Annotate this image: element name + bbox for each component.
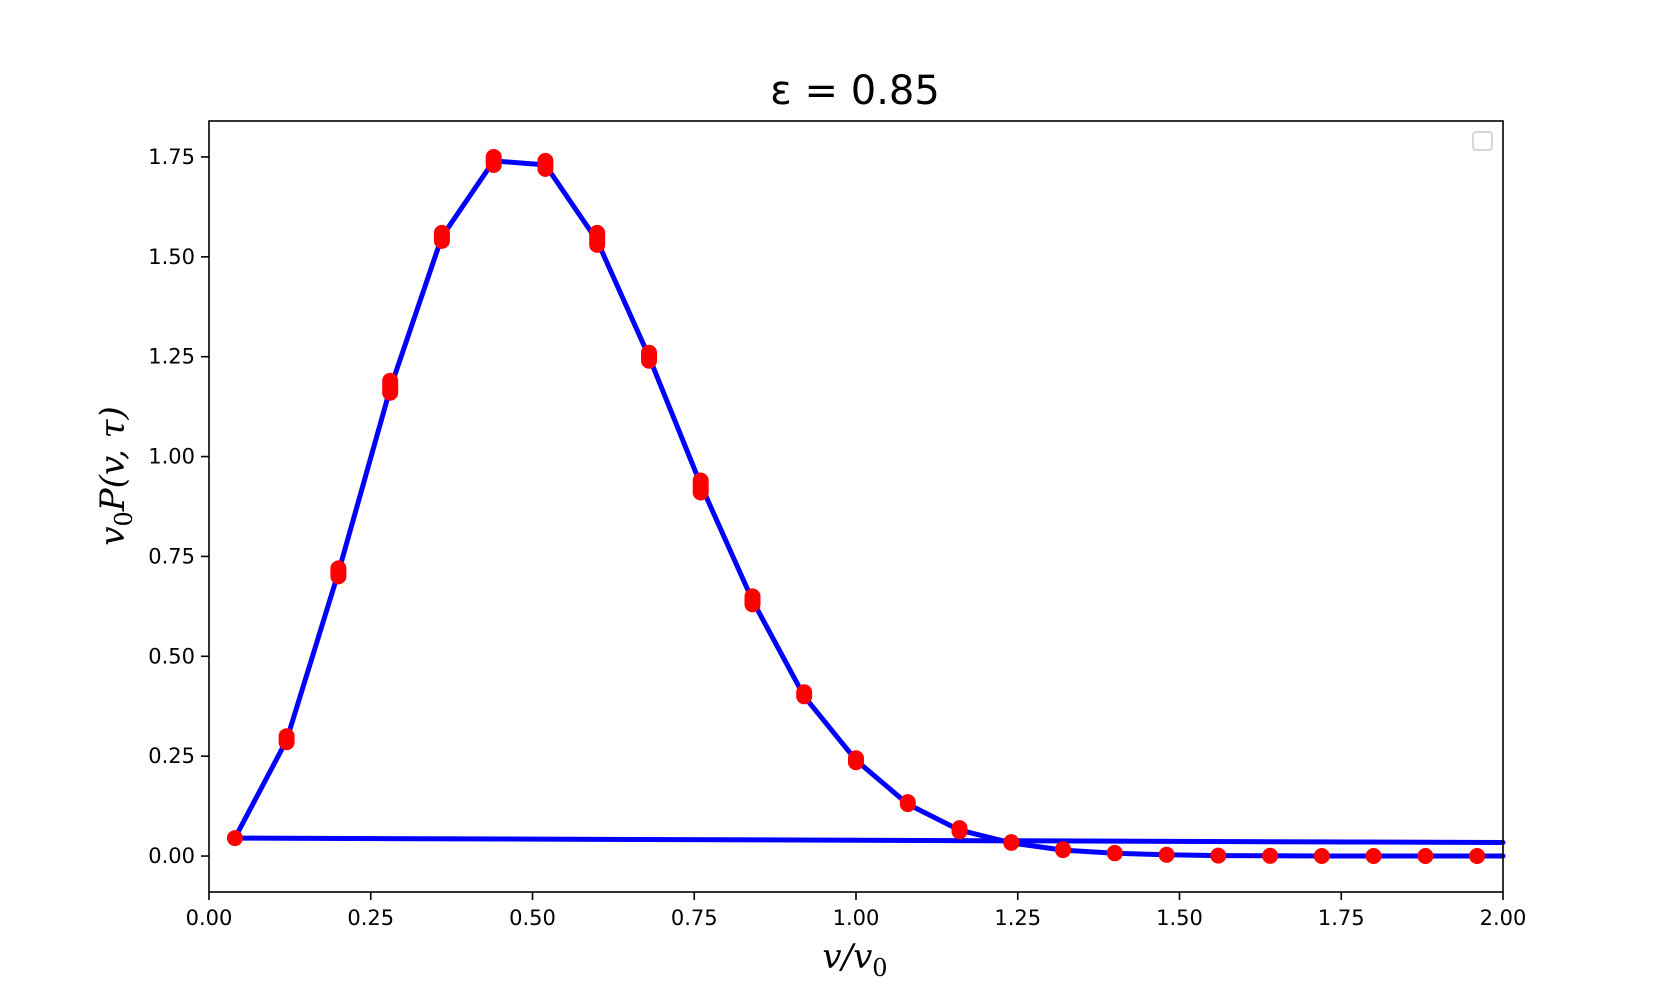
plot-area (226, 149, 1506, 864)
data-point-23 (1417, 848, 1434, 864)
data-point-17 (1106, 844, 1123, 862)
y-axis: 0.00 0.25 0.50 0.75 1.00 1.25 1.50 1.75 (148, 145, 209, 868)
x-tick-label: 0.00 (186, 906, 233, 930)
data-point-20 (1262, 847, 1279, 864)
x-tick-label: 2.00 (1480, 906, 1527, 930)
x-tick-label: 0.25 (347, 906, 394, 930)
y-tick-label: 0.00 (148, 844, 195, 868)
data-point-15 (1003, 834, 1020, 851)
data-point-16 (1055, 841, 1071, 859)
data-point-6 (537, 152, 554, 177)
data-point-13 (899, 794, 916, 813)
data-point-8 (641, 344, 657, 369)
data-point-11 (796, 684, 813, 705)
y-tick-label: 0.50 (148, 644, 195, 668)
data-point-1 (278, 728, 295, 751)
data-point-9 (692, 472, 709, 501)
y-tick-label: 0.75 (148, 544, 195, 568)
data-point-5 (485, 149, 502, 173)
y-tick-label: 0.25 (148, 744, 195, 768)
x-tick-label: 0.75 (671, 906, 718, 930)
x-tick-label: 1.75 (1318, 906, 1365, 930)
data-point-14 (951, 820, 968, 840)
series-line-1 (232, 835, 1506, 845)
chart-title: ε = 0.85 (770, 68, 940, 114)
x-tick-label: 0.50 (509, 906, 556, 930)
x-tick-label: 1.50 (1156, 906, 1203, 930)
data-point-24 (1469, 848, 1486, 864)
y-tick-label: 1.25 (148, 345, 195, 369)
plot-frame (208, 120, 1504, 893)
legend-box (1472, 131, 1493, 151)
data-point-2 (330, 560, 347, 585)
data-point-12 (848, 750, 864, 771)
data-point-3 (382, 372, 399, 401)
data-point-21 (1313, 848, 1330, 864)
y-tick-label: 1.75 (148, 145, 195, 169)
data-point-7 (589, 224, 606, 253)
data-point-22 (1365, 848, 1382, 864)
data-point-0 (226, 830, 243, 847)
data-point-4 (433, 224, 450, 249)
y-tick-label: 1.50 (148, 245, 195, 269)
data-point-18 (1158, 846, 1175, 863)
data-point-10 (744, 588, 761, 613)
x-tick-label: 1.00 (833, 906, 880, 930)
series-line-0 (232, 158, 1506, 859)
data-point-19 (1210, 847, 1227, 864)
x-axis: 0.00 0.25 0.50 0.75 1.00 1.25 1.50 1.75 2.00 (186, 892, 1527, 930)
x-axis-label: v/v0 (822, 937, 887, 982)
y-tick-label: 1.00 (148, 445, 195, 469)
y-axis-label: v0P(v, τ) (93, 406, 138, 546)
x-tick-label: 1.25 (994, 906, 1041, 930)
